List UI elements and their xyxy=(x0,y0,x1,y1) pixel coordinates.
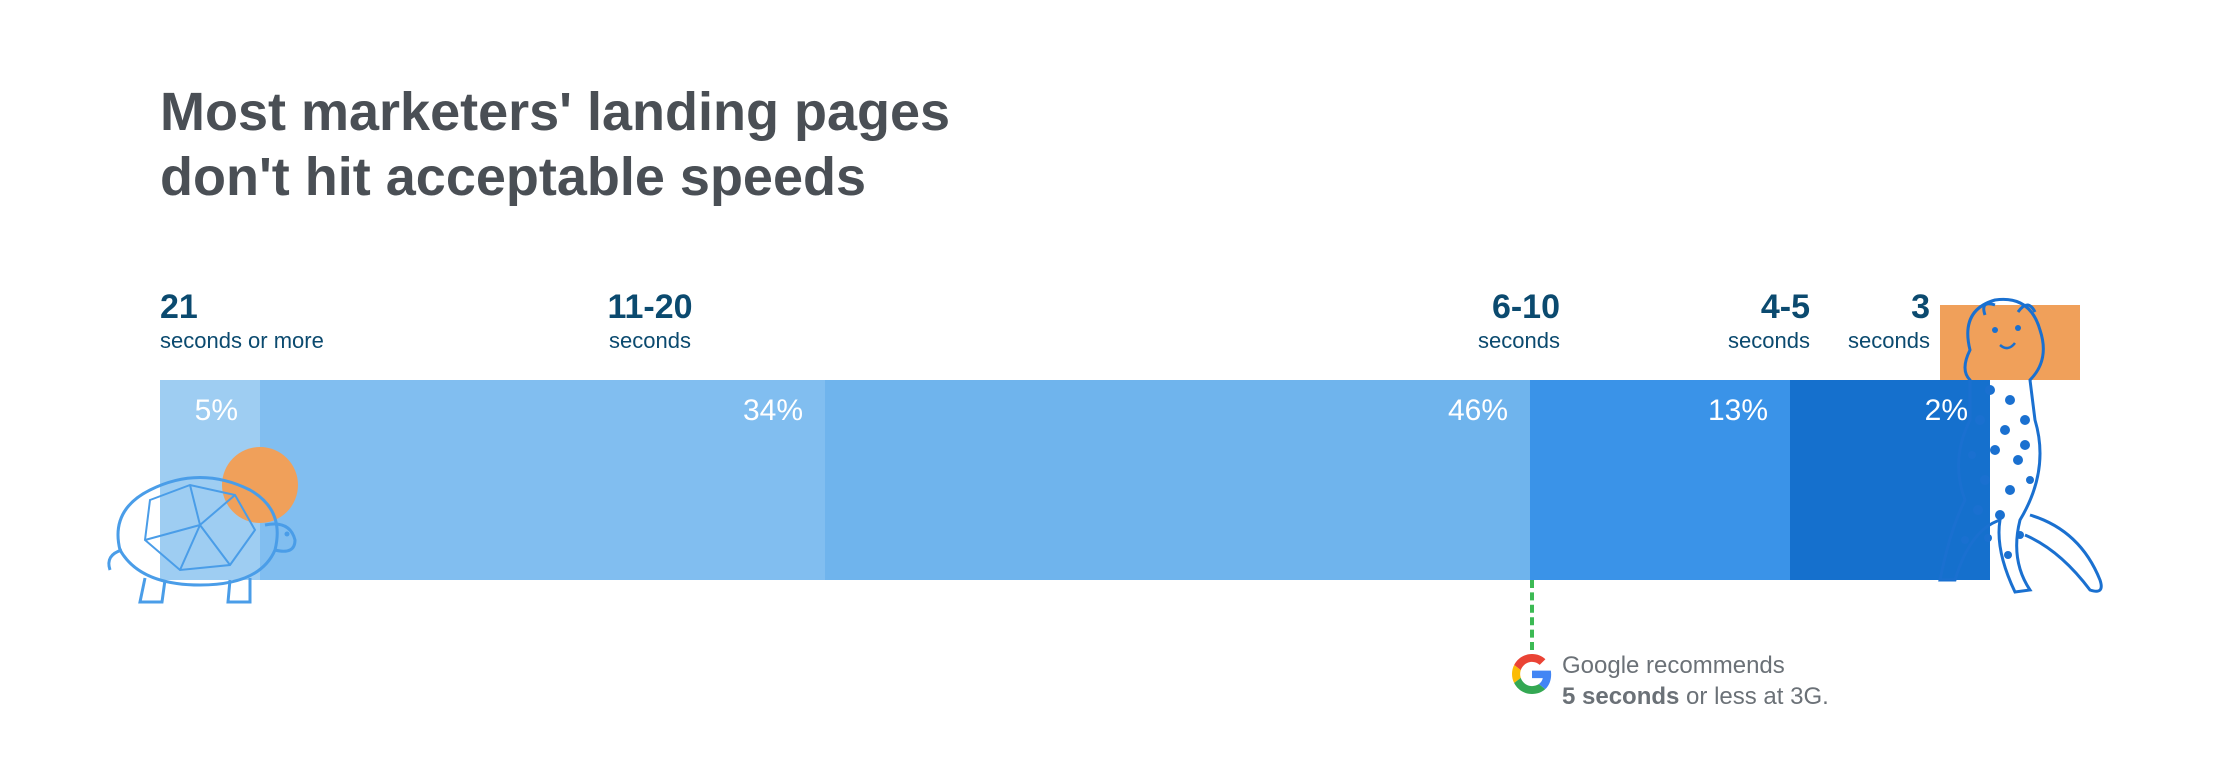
infographic-root: Most marketers' landing pages don't hit … xyxy=(0,0,2223,761)
speed-bar-chart: 5% 34% 46% 13% 2% xyxy=(160,380,1990,580)
label-6-10: 6-10 seconds xyxy=(1360,290,1560,354)
label-11-20: 11-20 seconds xyxy=(540,290,760,354)
label-21: 21 seconds or more xyxy=(160,290,360,354)
segment-6-10s: 46% xyxy=(825,380,1530,580)
segment-11-20s: 34% xyxy=(260,380,825,580)
segment-21s: 5% xyxy=(160,380,260,580)
accent-box-right xyxy=(1940,305,2080,380)
label-4-5: 4-5 seconds xyxy=(1610,290,1810,354)
title-line-1: Most marketers' landing pages xyxy=(160,80,950,145)
label-3: 3 seconds xyxy=(1810,290,1930,354)
page-title: Most marketers' landing pages don't hit … xyxy=(160,80,950,210)
annotation-text: Google recommends 5 seconds or less at 3… xyxy=(1562,650,1829,712)
google-g-icon xyxy=(1512,654,1552,694)
segment-3s: 2% xyxy=(1790,380,1990,580)
annotation-dash xyxy=(1530,580,1534,650)
title-line-2: don't hit acceptable speeds xyxy=(160,145,950,210)
segment-4-5s: 13% xyxy=(1530,380,1790,580)
